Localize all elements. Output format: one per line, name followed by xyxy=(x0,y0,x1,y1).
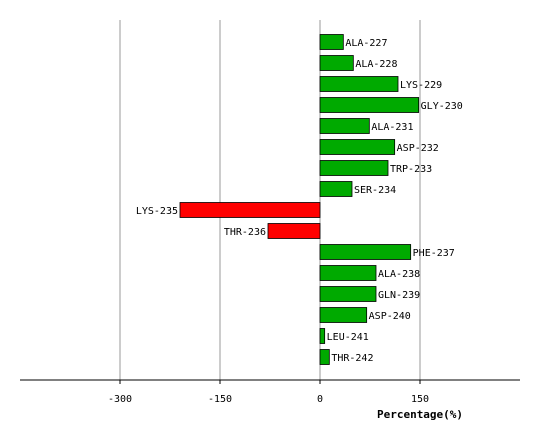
bar-label: THR-236 xyxy=(224,227,266,238)
x-axis: -300 -150 0 150 xyxy=(20,379,520,405)
bar-label: GLN-239 xyxy=(378,290,420,301)
grid-layer xyxy=(119,20,421,380)
bar-ala-227 xyxy=(319,34,344,50)
bar-label: TRP-233 xyxy=(390,164,432,175)
bar-ala-231 xyxy=(319,118,370,134)
bar-label: LEU-241 xyxy=(327,332,369,343)
x-axis-title: Percentage(%) xyxy=(377,408,463,421)
bar-label: PHE-237 xyxy=(413,248,455,259)
bar-label: ALA-238 xyxy=(378,269,420,280)
bar-thr-236 xyxy=(267,223,321,239)
bar-lys-229 xyxy=(319,76,399,92)
bar-asp-232 xyxy=(319,139,396,155)
bar-label: ALA-228 xyxy=(355,59,397,70)
bar-gln-239 xyxy=(319,286,377,302)
x-tick-label: -300 xyxy=(108,394,132,405)
bar-lys-235 xyxy=(179,202,321,218)
bar-trp-233 xyxy=(319,160,389,176)
bar-phe-237 xyxy=(319,244,412,260)
bar-gly-230 xyxy=(319,97,420,113)
bar-thr-242 xyxy=(319,349,330,365)
bar-label: LYS-229 xyxy=(400,80,442,91)
bar-label: ALA-231 xyxy=(371,122,413,133)
bar-leu-241 xyxy=(319,328,326,344)
bar-label: SER-234 xyxy=(354,185,396,196)
x-tick-label: 0 xyxy=(317,394,323,405)
bar-label: ALA-227 xyxy=(345,38,387,49)
bar-label: THR-242 xyxy=(331,353,373,364)
x-tick-label: -150 xyxy=(208,394,232,405)
bar-label: LYS-235 xyxy=(136,206,178,217)
bar-label: GLY-230 xyxy=(421,101,463,112)
bar-asp-240 xyxy=(319,307,368,323)
x-tick-label: 150 xyxy=(411,394,429,405)
bar-label: ASP-232 xyxy=(397,143,439,154)
bar-label: ASP-240 xyxy=(369,311,411,322)
bar-ala-238 xyxy=(319,265,377,281)
bar-ala-228 xyxy=(319,55,354,71)
bar-ser-234 xyxy=(319,181,353,197)
